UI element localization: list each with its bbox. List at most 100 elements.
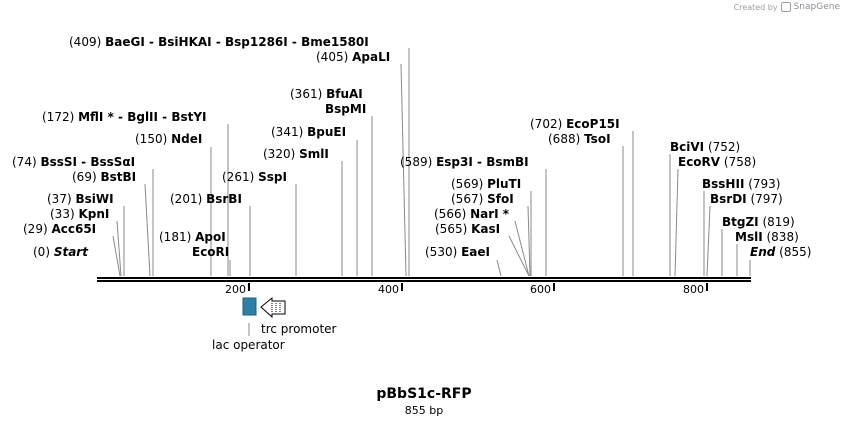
lac-operator-label: lac operator [212,338,285,352]
enzyme-name: BsiWI [75,192,113,206]
snapgene-credit: Created by SnapGene [734,2,840,12]
site-name-separator: - [212,35,225,49]
enzyme-name: BsmBI [486,155,528,169]
enzyme-name: EcoP15I [566,117,620,131]
enzyme-name: End [750,245,776,259]
enzyme-name: Bme1580I [301,35,369,49]
enzyme-name: PluTI [487,177,521,191]
enzyme-name: ApaLI [352,50,390,64]
site-position: (688) [548,132,584,146]
axis-tick-label: 800 [683,283,704,296]
site-position: (819) [759,215,795,229]
site-position: (150) [135,132,171,146]
site-position: (0) [33,245,54,259]
site-position: (69) [72,170,100,184]
axis-tick-label: 200 [225,283,246,296]
enzyme-name: BstYI [171,110,206,124]
site-label-apal: (405) ApaLI [316,50,390,64]
site-position: (589) [400,155,436,169]
site-position: (261) [222,170,258,184]
enzyme-name: BglII [127,110,158,124]
site-position: (409) [69,35,105,49]
credit-brand: SnapGene [793,2,840,12]
site-position: (29) [23,222,51,236]
site-label-eaei: (530) EaeI [425,245,490,259]
plasmid-size: 855 bp [404,404,444,417]
site-position: (37) [47,192,75,206]
site-label-bsrbi: (201) BsrBI [170,192,242,206]
cut-site-line [527,205,531,277]
site-label-apoi: (181) ApoI [159,230,226,244]
enzyme-name: NdeI [171,132,202,146]
site-name-separator: - [288,35,301,49]
enzyme-name: TsoI [584,132,610,146]
site-label-kpni: (33) KpnI [50,207,109,221]
site-label-end: End (855) [750,245,811,259]
enzyme-name: Acc65I [51,222,96,236]
enzyme-name: BssSαI [90,155,135,169]
site-label-smli: (320) SmlI [263,147,329,161]
site-position: (33) [50,207,78,221]
enzyme-name: EcoRI [192,245,229,259]
site-position: (793) [744,177,780,191]
site-label-mfli: (172) MflI * - BglII - BstYI [42,110,207,124]
site-label-bsiwi: (37) BsiWI [47,192,114,206]
site-position: (201) [170,192,206,206]
snapgene-logo-icon [780,2,791,12]
site-label-start: (0) Start [33,245,89,259]
site-name-separator: - [145,35,158,49]
enzyme-name: BpuEI [307,125,346,139]
site-label-acc65i: (29) Acc65I [23,222,96,236]
enzyme-name: KpnI [78,207,109,221]
site-label-ecori: EcoRI [192,245,229,259]
site-position: (341) [271,125,307,139]
cut-site-line [116,220,122,277]
site-label-tsoi: (688) TsoI [548,132,611,146]
axis-tick-label: 600 [530,283,551,296]
enzyme-name: EaeI [461,245,490,259]
trc-promoter-arrow-icon [260,296,286,319]
enzyme-name: KasI [471,222,500,236]
site-label-ecop15i: (702) EcoP15I [530,117,620,131]
enzyme-name: SspI [258,170,287,184]
site-name-separator: - [77,155,90,169]
site-label-bae: (409) BaeGI - BsiHKAI - Bsp1286I - Bme15… [69,35,369,49]
site-position: (530) [425,245,461,259]
site-position: (838) [763,230,799,244]
site-position: (569) [451,177,487,191]
enzyme-name: BsiHKAI [158,35,212,49]
axis-tick-label: 400 [378,283,399,296]
cut-site-line [144,183,151,277]
cut-site-line [112,235,121,277]
enzyme-name: BssSI [40,155,77,169]
site-position: (172) [42,110,78,124]
site-label-bstbi: (69) BstBI [72,170,136,184]
enzyme-name: Start [54,245,89,259]
site-label-bsshii: BssHII (793) [702,177,781,191]
site-label-ecorv: EcoRV (758) [678,155,756,169]
site-label-sspi: (261) SspI [222,170,287,184]
enzyme-name: BstBI [100,170,136,184]
trc-promoter-label: trc promoter [261,322,337,336]
site-position: (74) [12,155,40,169]
site-label-bsrdi: BsrDI (797) [710,192,783,206]
enzyme-name: Esp3I [436,155,473,169]
site-label-sfoi: (567) SfoI [451,192,514,206]
cut-site-line [514,220,530,277]
site-position: (797) [747,192,783,206]
site-position: (855) [775,245,811,259]
site-position: (181) [159,230,195,244]
cut-site-line [508,235,530,277]
site-label-esp3i: (589) Esp3I - BsmBI [400,155,529,169]
enzyme-name: BssHII [702,177,744,191]
site-label-bcivi: BciVI (752) [670,140,740,154]
site-label-kasi: (565) KasI [435,222,500,236]
cut-site-line [496,259,502,277]
site-label-bpuei: (341) BpuEI [271,125,346,139]
site-position: (320) [263,147,299,161]
site-position: (405) [316,50,352,64]
enzyme-name: BspMI [325,102,366,116]
site-label-ndei: (150) NdeI [135,132,202,146]
site-name-separator: - [473,155,486,169]
